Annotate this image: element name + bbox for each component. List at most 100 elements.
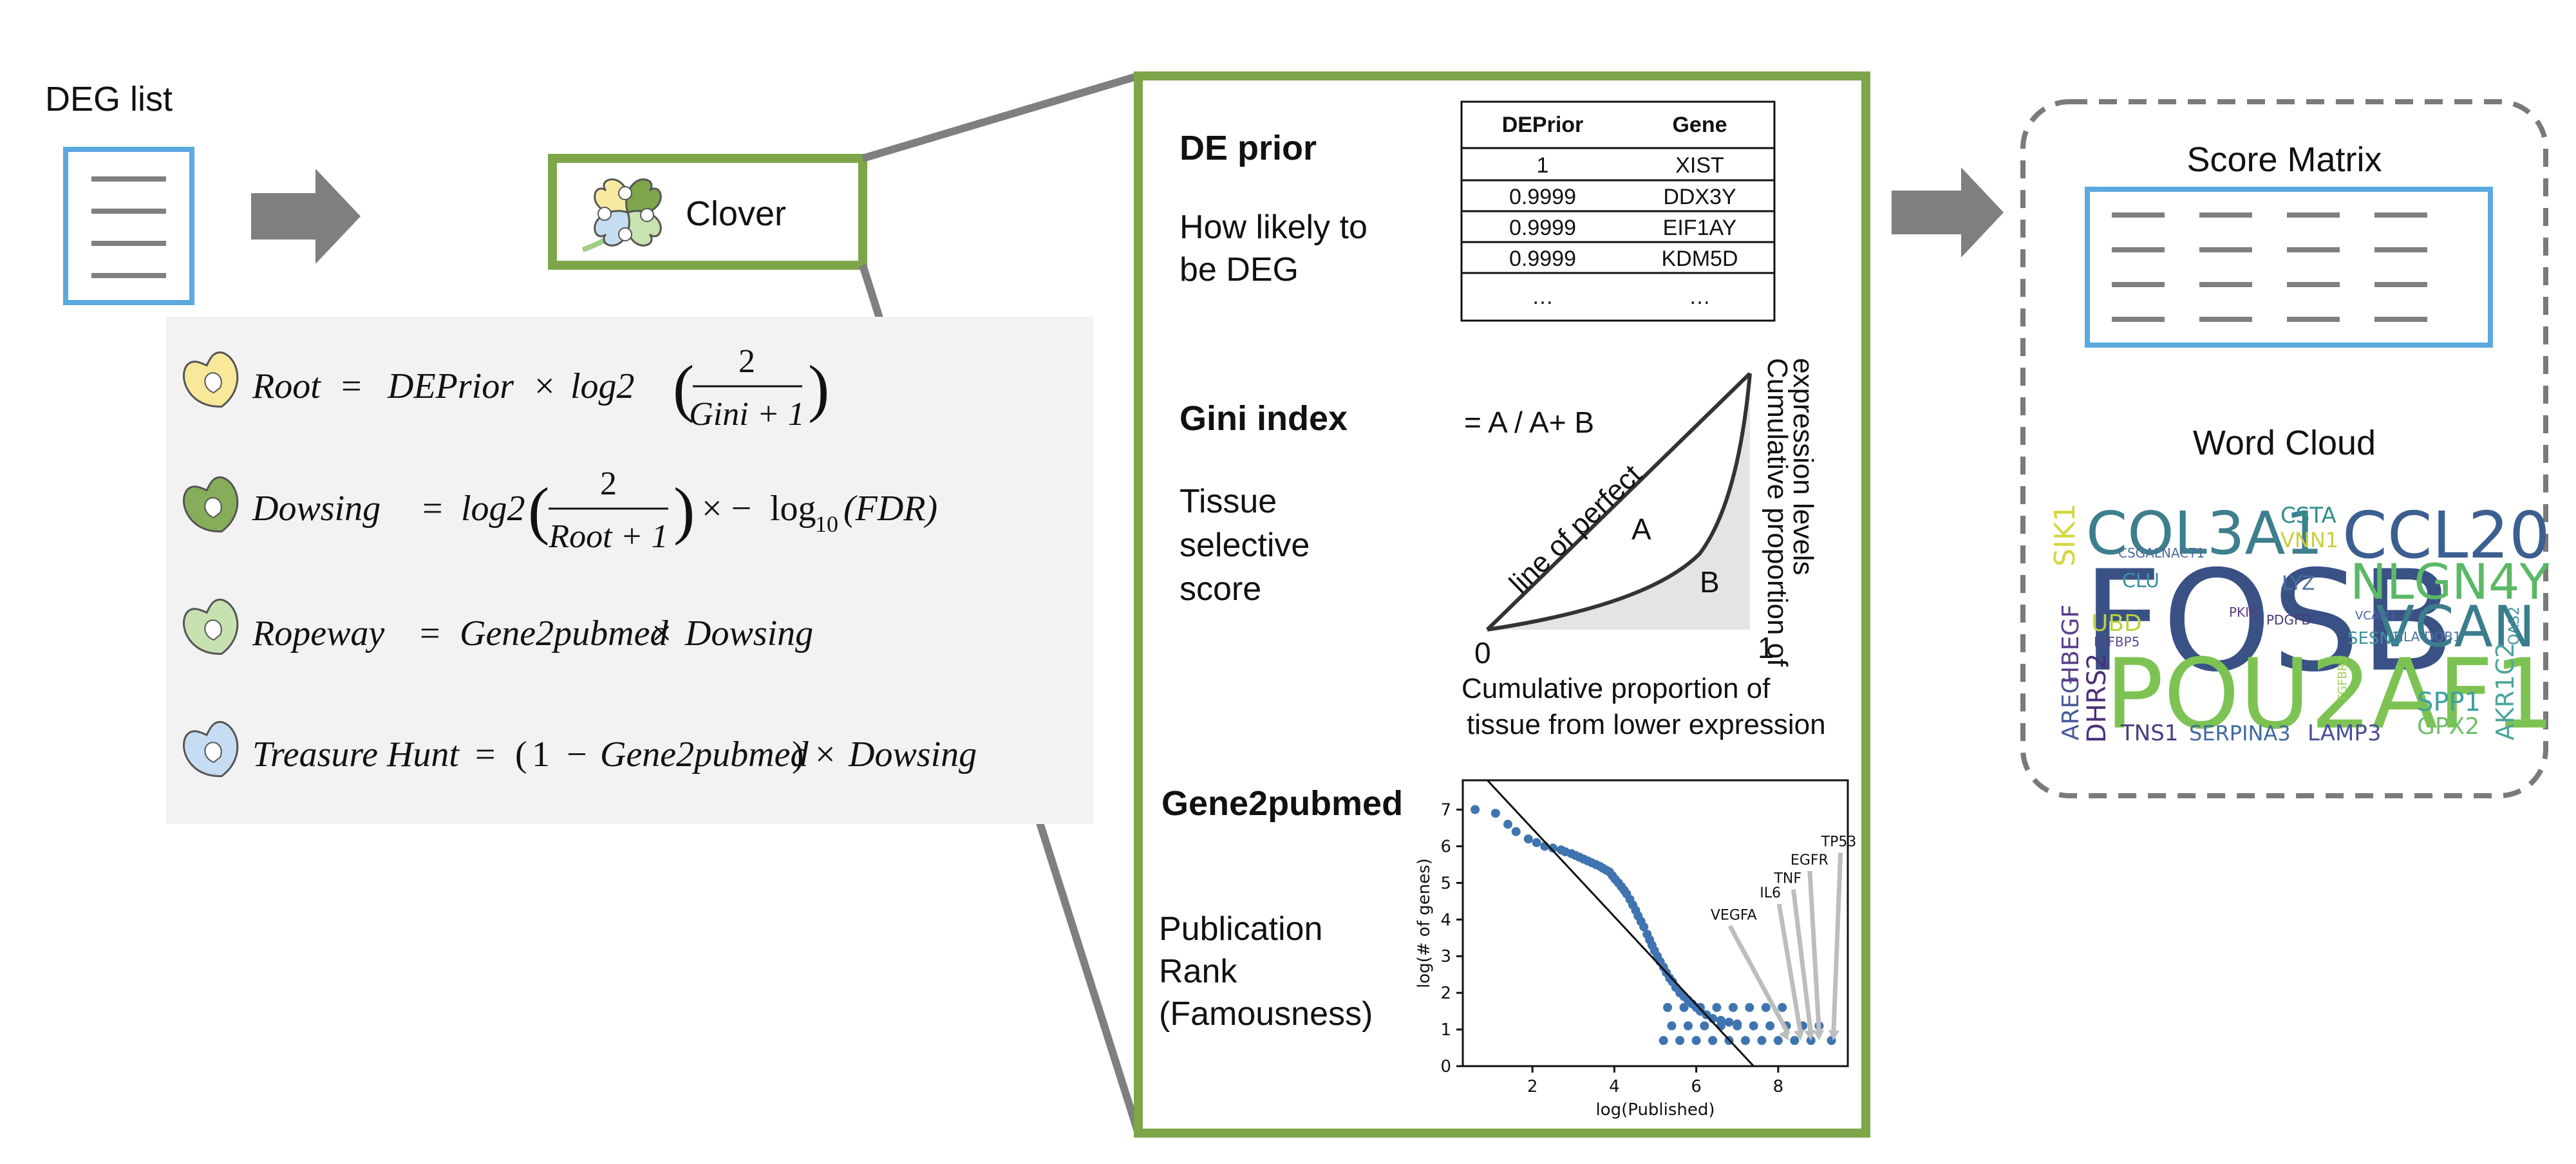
- lorenz-x1: 1: [1758, 631, 1774, 664]
- svg-text:(: (: [515, 735, 527, 774]
- word: VCAN: [2376, 594, 2535, 660]
- word: VCAM1: [2355, 609, 2396, 623]
- formula-panel: [166, 317, 1093, 824]
- x-tick-label: 2: [1527, 1077, 1538, 1096]
- scatter-point: [1733, 1021, 1742, 1031]
- leaf-icon-treasure: [183, 720, 239, 777]
- x-tick-label: 8: [1773, 1077, 1784, 1096]
- svg-text:(: (: [528, 474, 549, 546]
- annotation-label: VEGFA: [1711, 907, 1757, 923]
- table-cell: …: [1689, 285, 1711, 309]
- svg-text:=: =: [420, 614, 440, 653]
- word: TNS1: [2120, 720, 2178, 746]
- word: FOSB: [2082, 541, 2456, 702]
- y-tick-label: 2: [1440, 984, 1451, 1003]
- scatter-point: [1663, 1002, 1673, 1012]
- annotation-arrow: [1776, 903, 1803, 1035]
- gene2pubmed-desc-1: Publication: [1159, 910, 1322, 948]
- ropeway-lhs: Ropeway: [252, 614, 384, 653]
- y-tick-label: 7: [1440, 801, 1451, 820]
- word: PDGFD: [2266, 612, 2311, 628]
- y-tick-label: 3: [1440, 947, 1451, 966]
- word: CCL20: [2342, 498, 2550, 573]
- scatter-ylabel: log(# of genes): [1415, 858, 1434, 988]
- de-prior-table: DEPrior Gene 1 XIST 0.9999 DDX3Y 0.9999 …: [1460, 100, 1776, 322]
- table-cell: 0.9999: [1509, 216, 1576, 240]
- scatter-point: [1683, 1021, 1693, 1031]
- word: PKIB: [2229, 605, 2258, 620]
- scatter-point: [1757, 1036, 1767, 1046]
- scatter-point: [1511, 827, 1521, 836]
- table-cell: 0.9999: [1509, 185, 1576, 209]
- gini-desc-2: selective: [1180, 527, 1310, 564]
- annotation-arrowhead: [1828, 1030, 1839, 1041]
- annotation-arrow: [1727, 925, 1791, 1035]
- treasure-lhs: Treasure Hunt: [252, 735, 460, 774]
- arrow-right-icon: [251, 169, 361, 264]
- leaf-icon-ropeway: [183, 598, 239, 655]
- annotation-label: TNF: [1773, 870, 1801, 887]
- dowsing-log-base: 10: [815, 511, 838, 537]
- annotation-arrow: [1791, 888, 1814, 1035]
- lorenz-x0: 0: [1474, 636, 1491, 670]
- dowsing-lhs: Dowsing: [252, 489, 381, 529]
- scatter-point: [1708, 1036, 1718, 1046]
- annotation-arrowhead: [1793, 1029, 1805, 1041]
- y-tick-label: 5: [1440, 874, 1451, 893]
- word: IGFBP5: [2094, 634, 2139, 650]
- word: TGFBR3: [2336, 655, 2349, 702]
- de-prior-desc-2: be DEG: [1180, 251, 1299, 288]
- annotation-arrowhead: [1812, 1029, 1825, 1041]
- word: VNN1: [2280, 528, 2338, 552]
- annotation-arrow: [1831, 852, 1843, 1035]
- scatter-point: [1659, 1036, 1668, 1046]
- annotation-label: EGFR: [1791, 852, 1829, 868]
- word-cloud-label: Word Cloud: [2193, 424, 2376, 462]
- scatter-point: [1724, 1017, 1734, 1027]
- score-matrix-label: Score Matrix: [2186, 140, 2382, 179]
- arrow-right-icon: [1892, 167, 2004, 258]
- gene2pubmed-desc-3: (Famousness): [1159, 995, 1373, 1033]
- dowsing-numerator: 2: [600, 465, 617, 502]
- y-tick-label: 6: [1440, 837, 1451, 856]
- treasure-one: 1: [532, 735, 550, 774]
- word: SIK1: [2049, 503, 2082, 567]
- table-cell: KDM5D: [1661, 247, 1738, 271]
- x-tick-label: 4: [1609, 1077, 1620, 1096]
- area-b-label: B: [1700, 565, 1720, 599]
- scatter-point: [1749, 1021, 1758, 1031]
- gene2pubmed-title: Gene2pubmed: [1161, 784, 1403, 823]
- clover-label: Clover: [686, 194, 786, 233]
- table-cell: XIST: [1675, 153, 1724, 178]
- root-log2: log2: [570, 366, 635, 406]
- table-cell: EIF1AY: [1663, 216, 1737, 240]
- y-tick-label: 1: [1440, 1020, 1451, 1040]
- clover-box: Clover: [548, 154, 867, 270]
- ropeway-dowsing: Dowsing: [684, 614, 813, 653]
- leaf-icon-dowsing: [183, 476, 239, 532]
- word: CLU: [2122, 570, 2159, 592]
- deg-list-label: DEG list: [45, 80, 173, 118]
- svg-text:−: −: [567, 735, 587, 774]
- scatter-point: [1778, 1002, 1787, 1012]
- word: NLGN4Y: [2350, 553, 2550, 610]
- gini-desc-1: Tissue: [1180, 483, 1277, 520]
- word: SERPINA3: [2189, 721, 2291, 746]
- root-numerator: 2: [738, 343, 755, 380]
- table-cell: DDX3Y: [1663, 185, 1736, 209]
- lorenz-xlabel-2: tissue from lower expression: [1467, 709, 1826, 740]
- scatter-point: [1773, 1036, 1783, 1046]
- document-icon: [63, 147, 194, 305]
- scatter-point: [1679, 1002, 1689, 1012]
- annotation-label: IL6: [1760, 885, 1781, 901]
- gene2pubmed-desc-2: Rank: [1159, 953, 1237, 990]
- scatter-point: [1548, 843, 1557, 853]
- word: CSGALNACT1: [2118, 545, 2205, 561]
- svg-text:×: ×: [815, 735, 836, 774]
- word: CSTA: [2280, 503, 2336, 529]
- word: OAS2: [2506, 606, 2523, 645]
- svg-text:=: =: [341, 366, 362, 406]
- y-tick-label: 0: [1440, 1057, 1451, 1076]
- svg-text:×: ×: [534, 366, 555, 406]
